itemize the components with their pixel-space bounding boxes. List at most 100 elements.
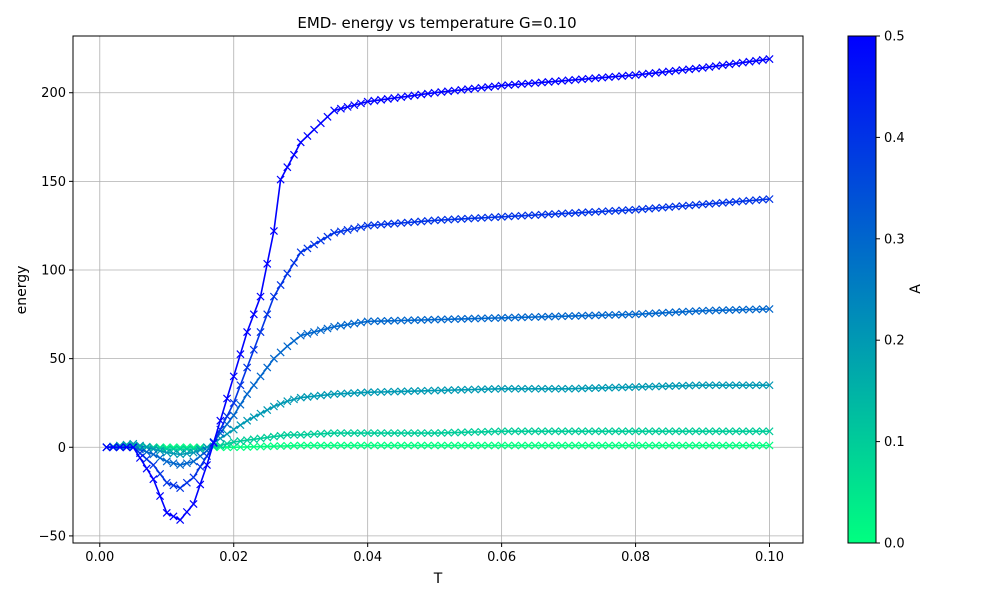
data-point (611, 427, 620, 436)
data-point (651, 382, 660, 391)
data-point (517, 441, 526, 450)
data-point (665, 382, 674, 391)
data-point (423, 216, 432, 225)
data-point (611, 441, 620, 450)
data-point (182, 478, 191, 487)
data-point (256, 434, 265, 443)
colorbar-tick-label: 0.2 (884, 334, 905, 349)
data-point (624, 206, 633, 215)
data-point (604, 73, 613, 82)
data-point (430, 315, 439, 324)
y-tick-label: 0 (58, 441, 66, 456)
data-point (671, 427, 680, 436)
data-point (169, 512, 178, 521)
data-point (705, 427, 714, 436)
data-point (732, 381, 741, 390)
data-point (517, 313, 526, 322)
data-point (557, 312, 566, 321)
data-point (705, 199, 714, 208)
data-point (524, 384, 533, 393)
data-point (343, 429, 352, 438)
data-point (624, 441, 633, 450)
data-point (283, 269, 292, 278)
data-point (611, 72, 620, 81)
data-point (497, 427, 506, 436)
data-point (444, 428, 453, 437)
data-point (464, 214, 473, 223)
data-point (464, 441, 473, 450)
data-point (310, 240, 319, 249)
data-point (330, 322, 339, 331)
x-axis-label: T (433, 571, 443, 587)
data-point (403, 387, 412, 396)
data-point (504, 212, 513, 221)
data-point (470, 214, 479, 223)
data-point (350, 319, 359, 328)
data-point (591, 74, 600, 83)
data-point (236, 421, 245, 430)
data-point (410, 387, 419, 396)
data-point (718, 441, 727, 450)
data-point (671, 66, 680, 75)
data-point (604, 427, 613, 436)
data-point (484, 314, 493, 323)
data-point (269, 402, 278, 411)
data-point (705, 381, 714, 390)
data-point (611, 310, 620, 319)
data-point (557, 441, 566, 450)
data-point (102, 443, 111, 452)
data-point (363, 221, 372, 230)
data-point (162, 508, 171, 517)
data-point (671, 202, 680, 211)
data-point (658, 427, 667, 436)
y-ticks: −50 0 50 100 150 200 (39, 86, 73, 544)
data-point (604, 311, 613, 320)
data-point (564, 209, 573, 218)
data-point (176, 484, 185, 493)
data-point (423, 315, 432, 324)
data-point (524, 211, 533, 220)
colorbar-ticks: 0.0 0.1 0.2 0.3 0.4 0.5 (876, 30, 905, 552)
data-point (732, 59, 741, 68)
data-point (470, 441, 479, 450)
data-point (437, 386, 446, 395)
data-point (537, 210, 546, 219)
data-point (283, 163, 292, 172)
data-point (397, 93, 406, 102)
data-point (738, 441, 747, 450)
data-point (316, 326, 325, 335)
data-point (269, 226, 278, 236)
data-point (423, 386, 432, 395)
data-point (665, 427, 674, 436)
data-point (732, 441, 741, 450)
data-point (370, 441, 379, 450)
data-point (330, 390, 339, 399)
data-point (390, 316, 399, 325)
data-point (249, 435, 258, 444)
data-point (330, 441, 339, 450)
data-point (497, 212, 506, 221)
data-point (457, 441, 466, 450)
series-A-0.2 (102, 381, 774, 459)
data-point (209, 438, 218, 447)
data-point (450, 86, 459, 95)
data-point (397, 441, 406, 450)
data-point (732, 305, 741, 314)
data-point (497, 313, 506, 322)
data-point (256, 442, 265, 451)
data-point (691, 200, 700, 209)
data-point (330, 106, 339, 115)
data-point (115, 442, 124, 451)
data-point (685, 201, 694, 210)
data-point (276, 399, 285, 408)
data-point (450, 315, 459, 324)
data-point (189, 499, 198, 509)
data-point (665, 203, 674, 212)
data-point (397, 316, 406, 325)
data-point (551, 384, 560, 393)
data-point (711, 199, 720, 208)
data-point (490, 441, 499, 450)
data-point (236, 381, 245, 390)
x-tick-label: 0.08 (621, 550, 650, 565)
data-point (450, 441, 459, 450)
